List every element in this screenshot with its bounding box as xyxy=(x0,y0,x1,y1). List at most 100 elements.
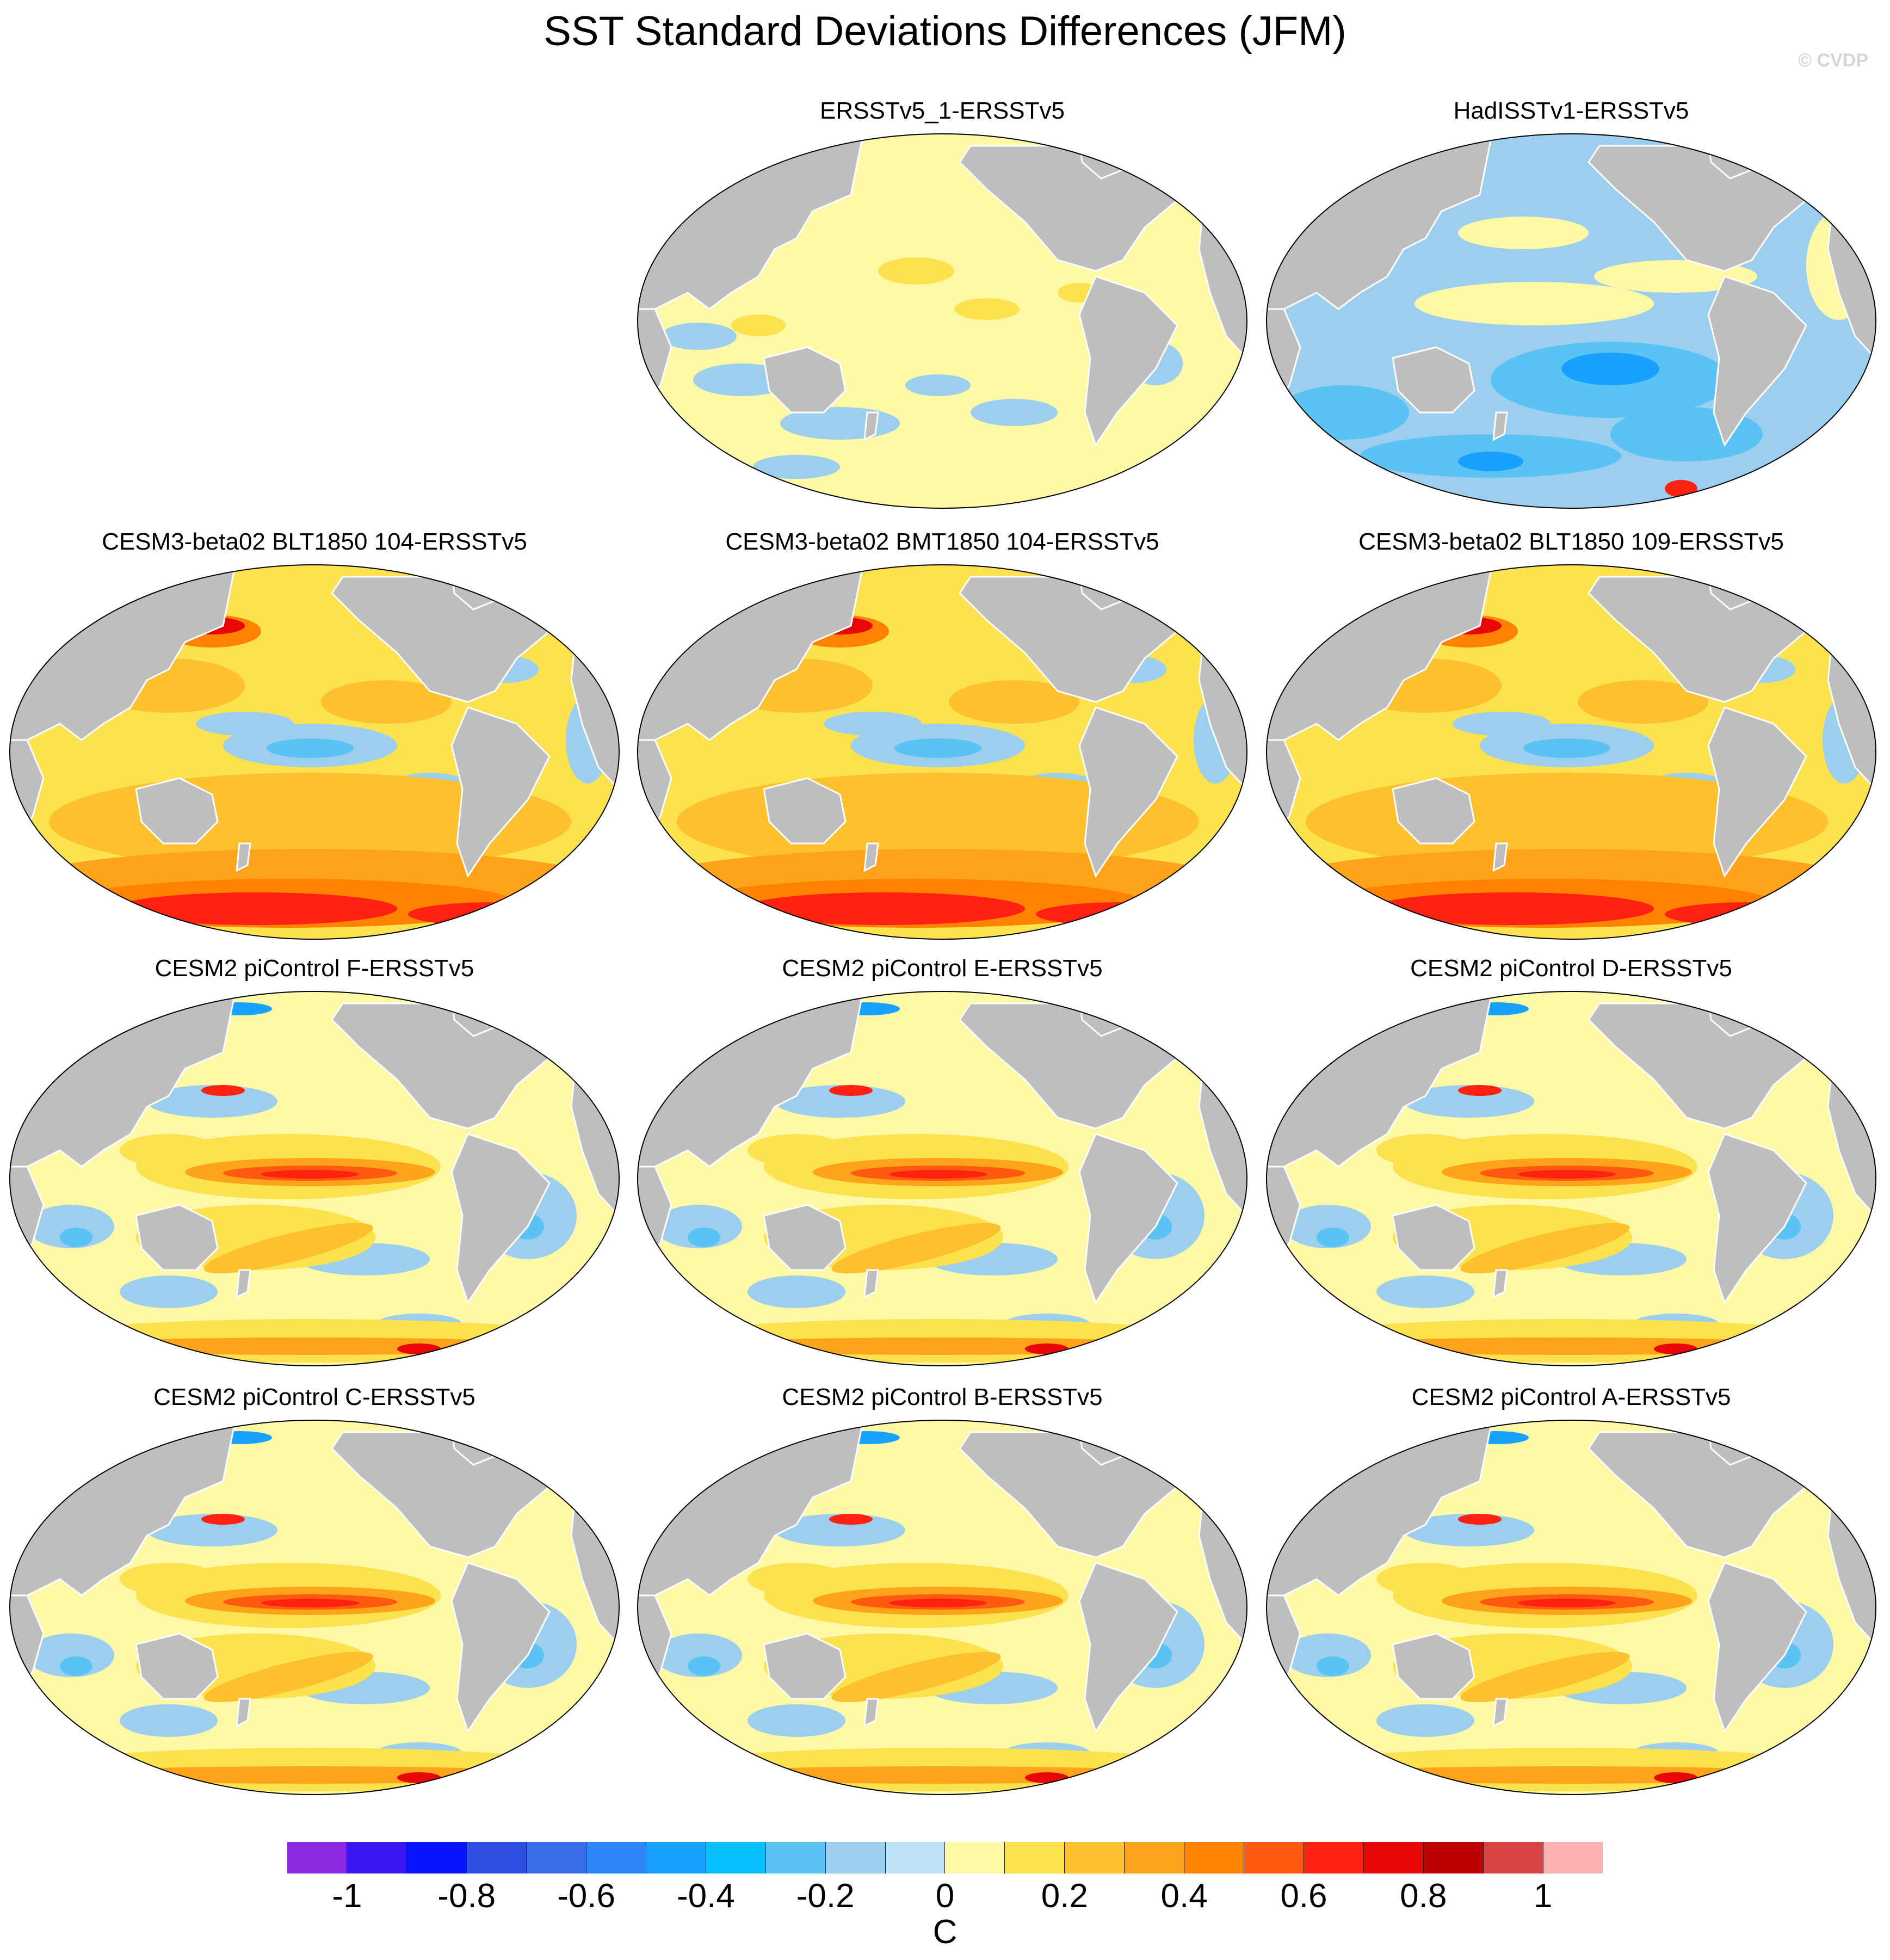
strong-positive-region xyxy=(1458,1085,1502,1096)
new-zealand-land xyxy=(1492,1698,1508,1728)
strong-positive-region xyxy=(408,902,582,926)
negative-anomaly-region xyxy=(267,738,354,758)
map-panel: CESM2 piControl E-ERSSTv5 xyxy=(633,953,1251,1389)
australia-land xyxy=(1392,1204,1475,1271)
australia-land xyxy=(1392,777,1475,845)
negative-anomaly-region xyxy=(1376,1275,1474,1308)
map-panel: CESM2 piControl B-ERSSTv5 xyxy=(633,1382,1251,1817)
negative-anomaly-region xyxy=(775,1085,905,1118)
map-border xyxy=(1266,564,1876,940)
map-panel: ERSSTv5_1-ERSSTv5 xyxy=(633,96,1251,531)
colorbar-tick-label: -0.4 xyxy=(676,1877,735,1915)
positive-anomaly-region xyxy=(1578,680,1708,724)
south-america-land xyxy=(1707,275,1807,447)
panel-title: CESM2 piControl D-ERSSTv5 xyxy=(1410,955,1732,982)
australia-land xyxy=(135,1632,219,1700)
colorbar-swatch xyxy=(406,1842,467,1873)
colorbar-swatch xyxy=(1244,1842,1305,1873)
strong-positive-region xyxy=(1036,902,1210,926)
colorbar-tick-label: -1 xyxy=(332,1877,362,1915)
map-border xyxy=(9,1420,620,1795)
panel-title: CESM3-beta02 BMT1850 104-ERSSTv5 xyxy=(725,528,1159,555)
neutral-region xyxy=(1458,217,1589,249)
australia-land xyxy=(1392,1632,1475,1700)
strong-positive-region xyxy=(1665,902,1839,926)
colorbar-swatch xyxy=(1424,1842,1484,1873)
negative-anomaly-region xyxy=(905,374,971,396)
sst-difference-map xyxy=(637,133,1247,509)
positive-anomaly-region xyxy=(49,1338,571,1355)
map-border xyxy=(9,564,620,940)
strong-positive-region xyxy=(261,1599,359,1607)
positive-anomaly-region xyxy=(831,1651,1001,1703)
figure-title: SST Standard Deviations Differences (JFM… xyxy=(543,8,1347,54)
colorbar-swatch xyxy=(706,1842,766,1873)
colorbar-swatch xyxy=(1484,1842,1544,1873)
colorbar-tick-label: -0.2 xyxy=(796,1877,855,1915)
negative-anomaly-region xyxy=(688,1656,720,1676)
new-zealand-land xyxy=(1492,842,1508,872)
australia-land xyxy=(763,777,847,845)
strong-positive-region xyxy=(397,1772,441,1783)
colorbar-swatch xyxy=(945,1842,1005,1873)
strong-positive-region xyxy=(1025,1772,1068,1783)
south-america-land xyxy=(1707,706,1807,878)
negative-anomaly-region xyxy=(753,455,840,479)
positive-anomaly-region xyxy=(677,1338,1199,1355)
strong-negative-region xyxy=(1561,353,1659,385)
strong-positive-region xyxy=(1025,1343,1068,1354)
colorbar-tick-label: 0.2 xyxy=(1041,1877,1088,1915)
sst-difference-map xyxy=(9,991,620,1366)
negative-anomaly-region xyxy=(1453,712,1551,736)
negative-anomaly-region xyxy=(1317,1228,1349,1247)
south-america-land xyxy=(450,1133,551,1305)
map-panel: CESM2 piControl A-ERSSTv5 xyxy=(1262,1382,1880,1817)
australia-land xyxy=(1392,346,1475,414)
sst-difference-map xyxy=(1266,133,1876,509)
colorbar-swatch xyxy=(1304,1842,1364,1873)
south-america-land xyxy=(1707,1562,1807,1734)
south-america-land xyxy=(1078,1133,1178,1305)
strong-positive-region xyxy=(1654,1772,1697,1783)
south-america-land xyxy=(1078,275,1178,447)
positive-anomaly-region xyxy=(1306,1766,1828,1784)
map-panel: CESM3-beta02 BLT1850 104-ERSSTv5 xyxy=(5,527,623,962)
sst-difference-map xyxy=(9,564,620,940)
negative-anomaly-region xyxy=(1376,1704,1474,1737)
strong-positive-region xyxy=(829,1085,873,1096)
new-zealand-land xyxy=(863,1698,879,1728)
positive-anomaly-region xyxy=(949,680,1079,724)
panel-title: ERSSTv5_1-ERSSTv5 xyxy=(820,97,1065,124)
negative-anomaly-region xyxy=(1523,738,1610,758)
south-america-land xyxy=(1078,1562,1178,1734)
strong-positive-region xyxy=(1518,1599,1616,1607)
colorbar-tick-label: -0.6 xyxy=(557,1877,615,1915)
positive-anomaly-region xyxy=(321,680,452,724)
colorbar-swatch xyxy=(1125,1842,1185,1873)
negative-anomaly-region xyxy=(660,323,737,350)
strong-positive-region xyxy=(1371,892,1654,925)
strong-positive-region xyxy=(1518,1170,1616,1179)
positive-anomaly-region xyxy=(831,1223,1001,1274)
sst-difference-map xyxy=(1266,1420,1876,1795)
positive-anomaly-region xyxy=(1665,480,1697,497)
colorbar-swatch xyxy=(586,1842,646,1873)
sst-difference-map xyxy=(9,1420,620,1795)
new-zealand-land xyxy=(236,1269,251,1299)
strong-positive-region xyxy=(889,1170,987,1179)
positive-anomaly-region xyxy=(1460,1223,1630,1274)
colorbar-swatch xyxy=(526,1842,586,1873)
map-panel: CESM2 piControl F-ERSSTv5 xyxy=(5,953,623,1389)
colorbar-swatch xyxy=(765,1842,826,1873)
colorbar-swatch xyxy=(1005,1842,1065,1873)
map-border xyxy=(1266,991,1876,1366)
strong-positive-region xyxy=(889,1599,987,1607)
colorbar-swatch xyxy=(885,1842,946,1873)
new-zealand-land xyxy=(863,842,879,872)
south-america-land xyxy=(450,1562,551,1734)
negative-anomaly-region xyxy=(894,738,981,758)
negative-anomaly-region xyxy=(748,1275,845,1308)
positive-anomaly-region xyxy=(677,1766,1199,1784)
cvdp-watermark: © CVDP xyxy=(1798,50,1868,71)
colorbar-swatch xyxy=(466,1842,527,1873)
